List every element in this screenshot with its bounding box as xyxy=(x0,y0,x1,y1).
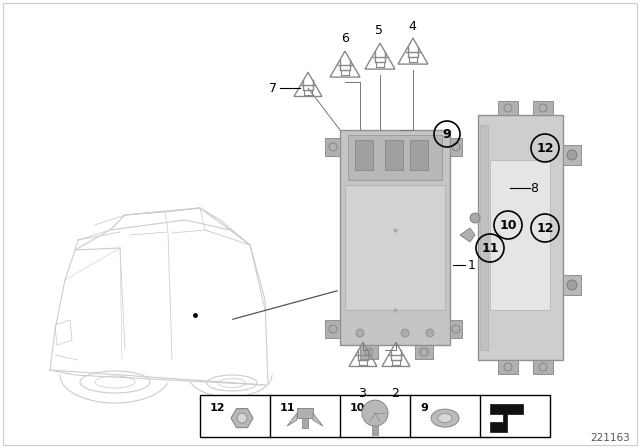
FancyBboxPatch shape xyxy=(297,408,313,418)
Circle shape xyxy=(237,413,247,423)
Polygon shape xyxy=(231,409,253,428)
Circle shape xyxy=(567,280,577,290)
Text: 221163: 221163 xyxy=(590,433,630,443)
FancyBboxPatch shape xyxy=(478,115,563,360)
FancyBboxPatch shape xyxy=(200,395,550,437)
Text: 12: 12 xyxy=(536,221,554,234)
Text: 11: 11 xyxy=(481,241,499,254)
FancyBboxPatch shape xyxy=(450,138,462,156)
Text: 4: 4 xyxy=(408,20,416,33)
Circle shape xyxy=(401,329,409,337)
Text: 6: 6 xyxy=(341,31,349,44)
Text: 9: 9 xyxy=(443,128,451,141)
Text: 10: 10 xyxy=(350,403,365,413)
FancyBboxPatch shape xyxy=(563,275,581,295)
Text: 5: 5 xyxy=(375,23,383,36)
Text: 12: 12 xyxy=(210,403,225,413)
FancyBboxPatch shape xyxy=(348,135,442,180)
Ellipse shape xyxy=(431,409,459,427)
Text: 2: 2 xyxy=(391,387,399,400)
Text: 8: 8 xyxy=(530,181,538,194)
FancyBboxPatch shape xyxy=(385,140,403,170)
Text: 9: 9 xyxy=(420,403,428,413)
FancyBboxPatch shape xyxy=(325,320,340,338)
FancyBboxPatch shape xyxy=(498,101,518,115)
FancyBboxPatch shape xyxy=(415,345,433,359)
FancyBboxPatch shape xyxy=(563,145,581,165)
FancyBboxPatch shape xyxy=(360,345,378,359)
Text: 3: 3 xyxy=(358,387,366,400)
FancyBboxPatch shape xyxy=(410,140,428,170)
FancyBboxPatch shape xyxy=(533,101,553,115)
FancyBboxPatch shape xyxy=(302,418,308,428)
Circle shape xyxy=(567,150,577,160)
Circle shape xyxy=(356,329,364,337)
FancyBboxPatch shape xyxy=(340,130,450,345)
Text: 1: 1 xyxy=(468,258,476,271)
Polygon shape xyxy=(490,404,523,432)
Circle shape xyxy=(426,329,434,337)
Polygon shape xyxy=(460,228,475,242)
FancyBboxPatch shape xyxy=(533,360,553,374)
FancyBboxPatch shape xyxy=(345,185,445,310)
Text: 10: 10 xyxy=(499,219,516,232)
Text: 11: 11 xyxy=(280,403,296,413)
FancyBboxPatch shape xyxy=(325,138,340,156)
FancyBboxPatch shape xyxy=(498,360,518,374)
Text: 7: 7 xyxy=(269,82,277,95)
FancyBboxPatch shape xyxy=(372,425,378,435)
Text: 12: 12 xyxy=(536,142,554,155)
Circle shape xyxy=(362,400,388,426)
Polygon shape xyxy=(313,413,323,426)
FancyBboxPatch shape xyxy=(480,125,488,350)
Ellipse shape xyxy=(438,414,452,422)
Circle shape xyxy=(470,213,480,223)
FancyBboxPatch shape xyxy=(450,320,462,338)
Polygon shape xyxy=(287,413,297,426)
FancyBboxPatch shape xyxy=(490,160,550,310)
FancyBboxPatch shape xyxy=(355,140,373,170)
